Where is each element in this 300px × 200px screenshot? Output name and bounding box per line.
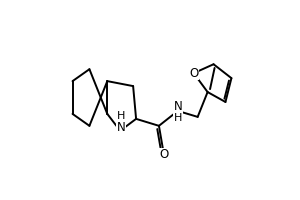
Text: H: H — [174, 113, 182, 123]
Text: N: N — [117, 121, 126, 134]
Text: O: O — [189, 67, 198, 80]
Text: O: O — [159, 148, 169, 161]
Text: N: N — [173, 100, 182, 113]
Text: H: H — [117, 111, 125, 121]
